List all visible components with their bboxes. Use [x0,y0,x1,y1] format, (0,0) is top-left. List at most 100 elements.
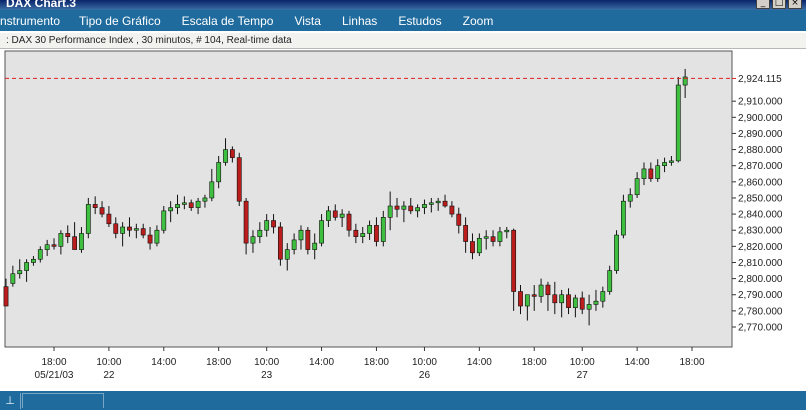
x-date-label: 27 [577,370,589,381]
candle [572,294,578,318]
candle [511,228,517,311]
candle-body [566,294,571,308]
candle [476,233,482,257]
candle [72,222,77,250]
candle-body [442,200,448,207]
candle [346,210,352,237]
candle [380,210,386,247]
candle [490,230,496,247]
x-tick-label: 18:00 [42,357,67,368]
candle [181,196,187,210]
y-tick-label: 2,830.000 [738,226,783,237]
candle [17,259,23,279]
x-tick-label: 14:00 [151,357,176,368]
candle-body [10,273,16,284]
menu-estudos[interactable]: Estudos [398,13,442,28]
menu-escala-de-tempo[interactable]: Escala de Tempo [181,13,274,28]
candle [298,225,304,250]
candle-body [85,204,91,234]
candle [483,230,489,250]
candle-body [209,181,215,199]
candle [319,214,324,247]
menu-linhas[interactable]: Linhas [341,13,378,28]
candle-body [490,236,496,242]
maximize-button[interactable]: □ [772,0,786,9]
candle-body [572,297,578,308]
candle-body [511,229,517,292]
close-button[interactable]: × [788,0,802,9]
menu-tipo-de-grafico[interactable]: Tipo de Gráfico [79,13,161,28]
candle [682,68,688,98]
x-tick-label: 18:00 [364,357,389,368]
candle [428,197,434,213]
candle-body [277,226,283,260]
candle-body [31,258,36,263]
corner-icon: ⊥ [0,393,21,409]
candle-body [518,291,523,307]
candle [188,199,194,211]
candle-body [161,210,167,231]
candle [216,156,222,189]
candle-body [44,244,50,250]
candle [470,233,475,260]
candle [236,152,242,207]
candle-body [524,294,530,307]
candle [127,217,132,237]
candle-body [579,297,585,310]
candle-body [593,300,599,305]
candle-body [332,210,338,218]
candle [504,226,510,239]
candle-body [538,284,544,297]
menu-vista[interactable]: Vista [294,13,321,28]
candle [120,222,126,247]
candle [243,197,249,255]
y-tick-label: 2,870.000 [738,161,783,172]
chart-area[interactable]: 2,770.000 2,780.000 2,790.000 2,800.000 2,81… [0,49,806,391]
candle [133,223,139,239]
candle-body [99,207,105,215]
candle-body [669,160,674,163]
y-tick-label: 2,800.000 [738,274,783,285]
price-chart[interactable]: 2,770.000 2,780.000 2,790.000 2,800.000 2,81… [0,49,806,391]
candle-body [72,236,77,250]
candle-body [504,229,510,233]
menu-bar: nstrumento Tipo de Gráfico Escala de Tem… [0,10,806,31]
candle [559,289,565,318]
candle [291,233,297,255]
candle [113,217,119,239]
candle-body [483,236,489,239]
candle [339,209,345,227]
candle [92,196,98,215]
candle [497,226,503,247]
candle-body [456,213,462,226]
candle [99,201,105,218]
candle-body [531,294,537,297]
candle-body [133,228,139,231]
candle [620,194,626,239]
candle-body [216,162,222,183]
y-tick-label: 2,770.000 [738,323,783,334]
minimize-button[interactable]: _ [756,0,770,9]
candle-body [120,226,126,234]
candle [367,220,372,240]
candle [401,201,407,223]
candle-body [380,217,386,242]
candle [669,156,674,166]
candle [51,238,57,250]
candle [456,207,462,234]
x-tick-label: 14:00 [625,357,650,368]
candles [3,68,688,326]
y-tick-label: 2,890.000 [738,129,783,140]
candle [58,230,64,255]
candle-body [449,205,455,215]
menu-instrumento[interactable]: nstrumento [0,13,61,28]
x-date-label: 22 [103,370,115,381]
chart-tab[interactable] [22,393,104,408]
y-tick-label: 2,900.000 [738,113,783,124]
menu-zoom[interactable]: Zoom [462,13,494,28]
candle-body [202,197,208,202]
candle-body [339,213,345,218]
candle [305,226,311,255]
x-axis: 18:00 05/21/03 10:00 22 14:00 18:00 10:00 23 14:… [35,347,705,381]
candle [538,278,544,303]
